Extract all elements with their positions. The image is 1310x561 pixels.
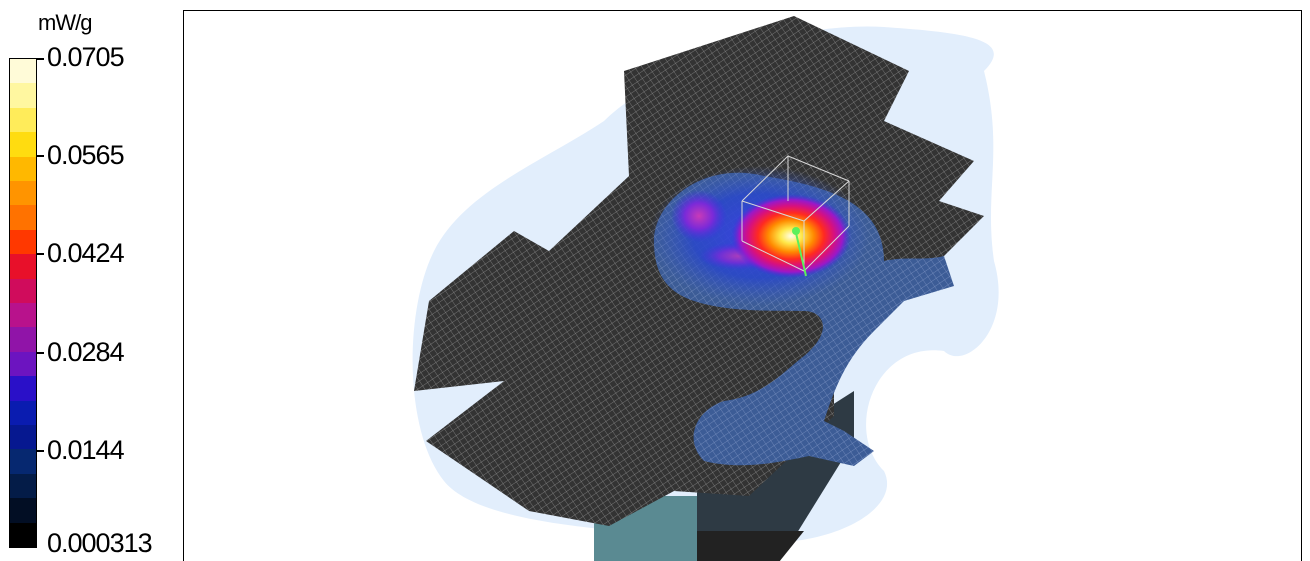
legend-unit-label: mW/g <box>38 10 92 35</box>
legend-color-band <box>10 327 36 353</box>
sar-secondary-hotspot <box>671 190 727 242</box>
legend-color-band <box>10 107 36 133</box>
legend-tick-label-min: 0.000313 <box>47 528 153 558</box>
legend-color-band <box>10 83 36 109</box>
legend-color-band <box>10 254 36 280</box>
legend-color-band <box>10 498 36 524</box>
color-scale-legend: mW/g 0.0705 0.0565 0.0424 0.0284 0.0144 … <box>0 0 182 561</box>
legend-color-band <box>10 132 36 158</box>
legend-color-band <box>10 351 36 377</box>
legend-tick <box>37 155 44 157</box>
legend-color-band <box>10 303 36 328</box>
legend-tick-label: 0.0424 <box>47 238 125 268</box>
legend-tick <box>37 352 44 354</box>
phantom-base-shadow <box>697 531 804 561</box>
sar-scene-render <box>412 16 999 561</box>
legend-tick <box>37 58 44 60</box>
legend-color-band <box>10 522 36 548</box>
legend-color-band <box>10 449 36 475</box>
legend-tick-label: 0.0144 <box>47 435 125 465</box>
legend-color-band <box>10 278 36 304</box>
legend-color-band <box>10 59 36 84</box>
legend-color-band <box>10 229 36 255</box>
legend-color-band <box>10 156 36 182</box>
sar-peak-hotspot <box>731 194 851 278</box>
legend-tick-label: 0.0284 <box>47 337 125 367</box>
probe-marker-point <box>792 227 800 235</box>
legend-color-band <box>10 181 36 206</box>
legend-color-band <box>10 425 36 450</box>
legend-color-band <box>10 400 36 426</box>
legend-tick-label-max: 0.0705 <box>47 42 125 72</box>
legend-color-band <box>10 473 36 499</box>
legend-tick <box>37 253 44 255</box>
legend-color-band <box>10 205 36 231</box>
probe-marker-line <box>795 232 807 277</box>
legend-color-band <box>10 376 36 402</box>
color-scale-bar <box>9 58 37 548</box>
sar-3d-viewport[interactable] <box>183 10 1302 561</box>
legend-tick <box>37 450 44 452</box>
legend-tick-label: 0.0565 <box>47 140 125 170</box>
